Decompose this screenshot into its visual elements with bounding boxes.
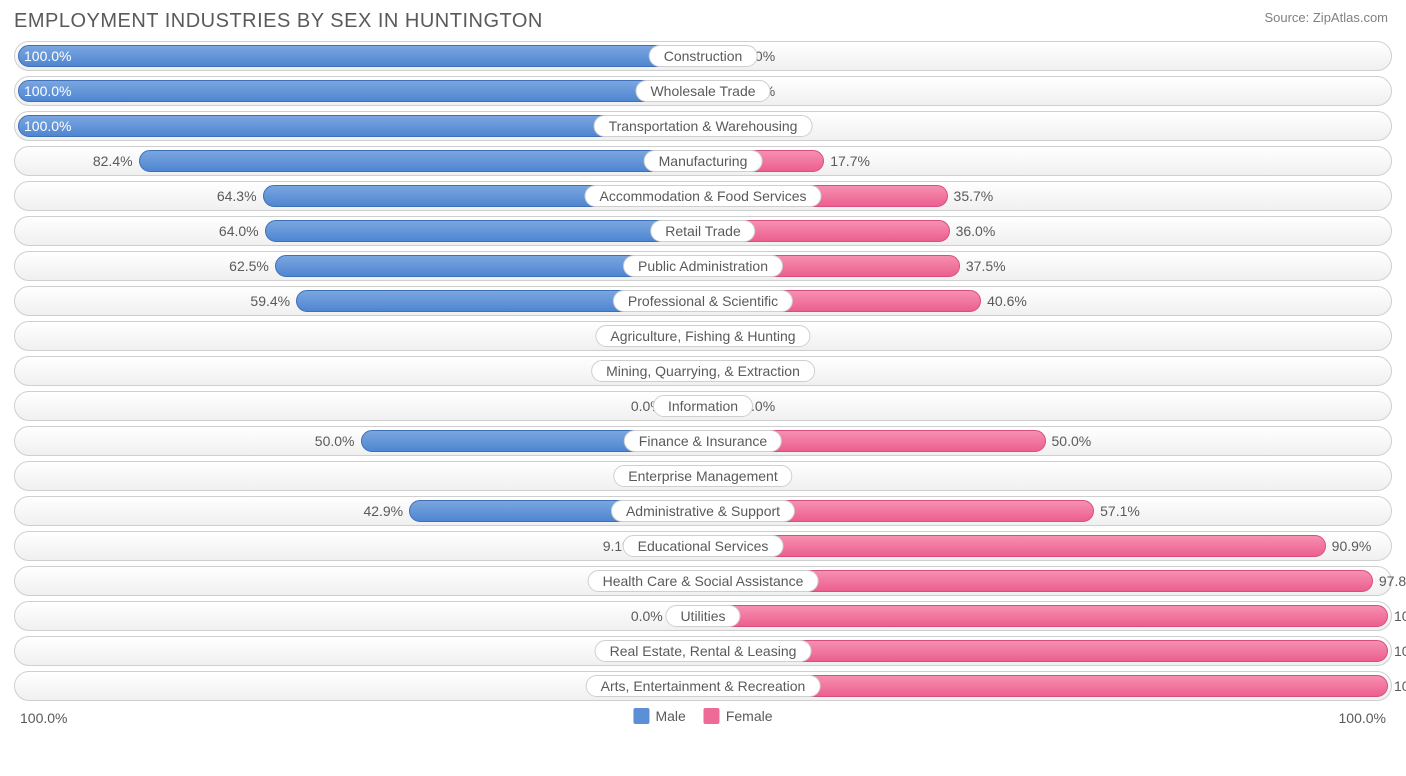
female-value-label: 35.7% (954, 188, 994, 204)
chart-row: 0.0%0.0%Enterprise Management (14, 461, 1392, 491)
chart-row: 100.0%0.0%Construction (14, 41, 1392, 71)
male-value-label: 62.5% (229, 258, 269, 274)
female-bar (703, 535, 1326, 557)
chart-row: 0.0%0.0%Mining, Quarrying, & Extraction (14, 356, 1392, 386)
category-label: Finance & Insurance (624, 430, 782, 452)
chart-row: 62.5% 37.5% Public Administration (14, 251, 1392, 281)
male-bar (265, 220, 703, 242)
legend-swatch-female (704, 708, 720, 724)
category-label: Wholesale Trade (635, 80, 770, 102)
female-value-label: 100.0% (1394, 643, 1406, 659)
chart-row: 0.0%0.0%Information (14, 391, 1392, 421)
axis-legend-row: 100.0% Male Female 100.0% (14, 706, 1392, 732)
male-value-label: 100.0% (24, 48, 71, 64)
female-value-label: 50.0% (1052, 433, 1092, 449)
legend-item-male: Male (633, 708, 685, 724)
chart-title: EMPLOYMENT INDUSTRIES BY SEX IN HUNTINGT… (14, 10, 1392, 33)
female-value-label: 37.5% (966, 258, 1006, 274)
legend-swatch-male (633, 708, 649, 724)
male-value-label: 64.3% (217, 188, 257, 204)
chart-row: 2.2%97.8%Health Care & Social Assistance (14, 566, 1392, 596)
category-label: Mining, Quarrying, & Extraction (591, 360, 815, 382)
female-value-label: 17.7% (830, 153, 870, 169)
category-label: Retail Trade (650, 220, 755, 242)
legend-label-male: Male (655, 708, 685, 724)
male-value-label: 100.0% (24, 118, 71, 134)
female-value-label: 57.1% (1100, 503, 1140, 519)
female-value-label: 90.9% (1332, 538, 1372, 554)
female-value-label: 97.8% (1379, 573, 1406, 589)
chart-row: 9.1%90.9%Educational Services (14, 531, 1392, 561)
category-label: Arts, Entertainment & Recreation (586, 675, 821, 697)
male-value-label: 82.4% (93, 153, 133, 169)
male-value-label: 50.0% (315, 433, 355, 449)
source-attribution: Source: ZipAtlas.com (1264, 10, 1388, 25)
chart-row: 0.0%100.0%Arts, Entertainment & Recreati… (14, 671, 1392, 701)
male-value-label: 42.9% (363, 503, 403, 519)
male-value-label: 59.4% (250, 293, 290, 309)
male-value-label: 100.0% (24, 83, 71, 99)
axis-right-label: 100.0% (1339, 710, 1386, 726)
chart-row: 100.0%0.0%Wholesale Trade (14, 76, 1392, 106)
female-value-label: 40.6% (987, 293, 1027, 309)
chart-row: 0.0%100.0%Real Estate, Rental & Leasing (14, 636, 1392, 666)
diverging-bar-chart: 100.0%0.0%Construction100.0%0.0%Wholesal… (14, 41, 1392, 701)
male-value-label: 64.0% (219, 223, 259, 239)
legend: Male Female (633, 708, 772, 724)
chart-row: 0.0%0.0%Agriculture, Fishing & Hunting (14, 321, 1392, 351)
female-value-label: 36.0% (956, 223, 996, 239)
chart-row: 50.0% 50.0% Finance & Insurance (14, 426, 1392, 456)
category-label: Accommodation & Food Services (585, 185, 822, 207)
category-label: Professional & Scientific (613, 290, 793, 312)
category-label: Educational Services (623, 535, 784, 557)
male-bar: 100.0% (18, 80, 703, 102)
category-label: Enterprise Management (613, 465, 792, 487)
male-bar (139, 150, 703, 172)
chart-row: 42.9% 57.1% Administrative & Support (14, 496, 1392, 526)
chart-row: 64.0% 36.0% Retail Trade (14, 216, 1392, 246)
chart-row: 82.4% 17.7% Manufacturing (14, 146, 1392, 176)
male-value-label: 0.0% (631, 608, 663, 624)
female-value-label: 100.0% (1394, 678, 1406, 694)
female-bar (703, 605, 1388, 627)
category-label: Health Care & Social Assistance (588, 570, 819, 592)
category-label: Manufacturing (644, 150, 763, 172)
chart-row: 0.0%100.0%Utilities (14, 601, 1392, 631)
category-label: Construction (649, 45, 758, 67)
category-label: Administrative & Support (611, 500, 795, 522)
category-label: Transportation & Warehousing (594, 115, 813, 137)
category-label: Public Administration (623, 255, 783, 277)
category-label: Agriculture, Fishing & Hunting (595, 325, 810, 347)
legend-item-female: Female (704, 708, 773, 724)
category-label: Information (653, 395, 753, 417)
axis-left-label: 100.0% (20, 710, 67, 726)
chart-row: 100.0%0.0%Transportation & Warehousing (14, 111, 1392, 141)
male-bar: 100.0% (18, 45, 703, 67)
chart-row: 64.3% 35.7% Accommodation & Food Services (14, 181, 1392, 211)
category-label: Utilities (665, 605, 740, 627)
chart-row: 59.4% 40.6% Professional & Scientific (14, 286, 1392, 316)
legend-label-female: Female (726, 708, 773, 724)
female-value-label: 100.0% (1394, 608, 1406, 624)
category-label: Real Estate, Rental & Leasing (595, 640, 812, 662)
